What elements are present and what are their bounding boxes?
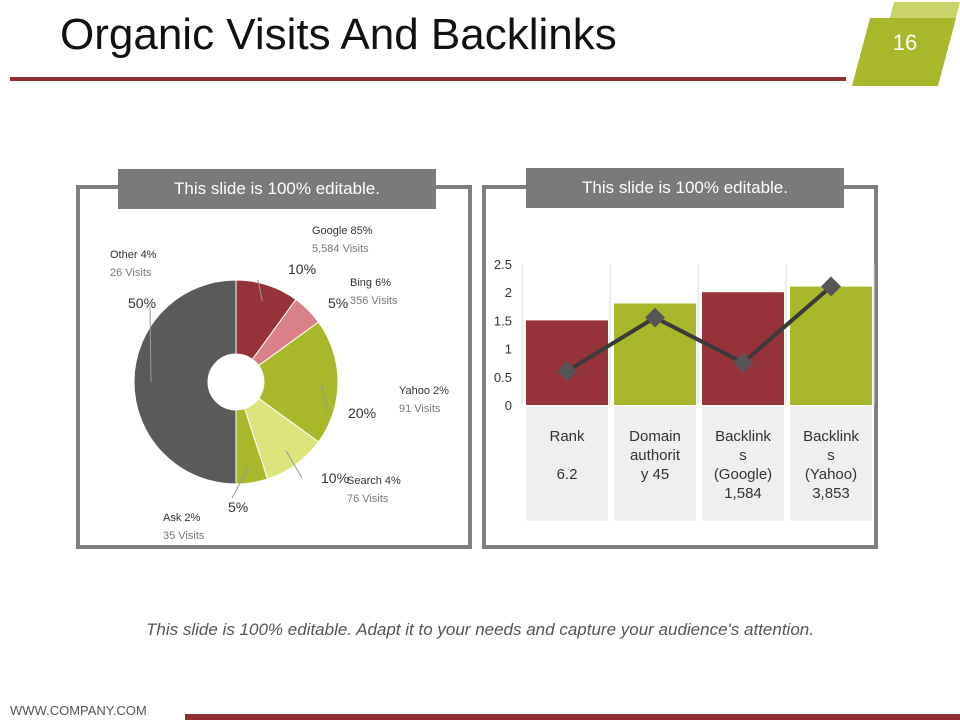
pie-slice-name: Google 85% (312, 225, 373, 237)
bar-ytick-label: 0.5 (494, 370, 512, 385)
pie-leader-line (295, 309, 307, 323)
pie-leader-line (320, 381, 329, 413)
pie-pct-label: 10% (288, 261, 316, 277)
category-label-line: 1,584 (724, 485, 762, 502)
pie-slice-visits: 5,584 Visits (312, 243, 369, 255)
pie-leader-line (231, 465, 250, 499)
pie-slice-visits: 356 Visits (350, 295, 398, 307)
bar-ytick-label: 1 (505, 342, 512, 357)
pie-leader-line (149, 305, 152, 383)
pie-pct-label: 5% (328, 295, 348, 311)
line-point (821, 276, 841, 297)
category-box (702, 407, 784, 521)
pie-pct-label: 50% (128, 295, 156, 311)
line-point (733, 352, 753, 373)
pie-pct-label: 20% (348, 405, 376, 421)
pie-pct-label: 10% (321, 470, 349, 486)
pie-slice-visits: 35 Visits (163, 530, 205, 542)
category-label-line: Backlink (715, 428, 771, 445)
category-label-line: (Google) (714, 466, 772, 483)
bar-ytick-label: 0 (505, 398, 512, 413)
category-box (790, 407, 872, 521)
category-label-line: 3,853 (812, 485, 850, 502)
left-banner: This slide is 100% editable. (118, 169, 436, 209)
line-point (645, 307, 665, 328)
category-label-line: (Yahoo) (805, 466, 857, 483)
category-label-line: y 45 (641, 466, 669, 483)
pie-slice (257, 321, 339, 443)
category-label-line: 6.2 (557, 466, 578, 483)
category-label-line: Rank (549, 428, 585, 445)
pie-slice-name: Bing 6% (350, 277, 391, 289)
bar (790, 286, 872, 405)
line-point (557, 361, 577, 382)
slide-title: Organic Visits And Backlinks (60, 10, 617, 59)
pie-slice-visits: 91 Visits (399, 403, 441, 415)
footer-url: WWW.COMPANY.COM (10, 703, 147, 718)
category-box (614, 407, 696, 521)
category-label-line: Domain (629, 428, 681, 445)
bar-ytick-label: 1.5 (494, 313, 512, 328)
footer-rule (185, 714, 960, 720)
pie-slice-name: Ask 2% (163, 512, 201, 524)
pie-leader-line (257, 279, 263, 302)
pie-slice (133, 279, 237, 485)
right-banner: This slide is 100% editable. (526, 168, 844, 208)
pie-slice-name: Search 4% (347, 475, 401, 487)
category-label-line: s (739, 447, 747, 464)
title-underline (10, 77, 846, 81)
category-label-line: Backlink (803, 428, 859, 445)
pie-slice-visits: 26 Visits (110, 267, 152, 279)
pie-slice-visits: 76 Visits (347, 493, 389, 505)
pie-pct-label: 5% (228, 499, 248, 515)
page-badge-front (852, 18, 956, 86)
category-label-line: s (827, 447, 835, 464)
pie-slice-name: Other 4% (110, 249, 157, 261)
category-label-line: authorit (630, 447, 681, 464)
bar-ytick-label: 2.5 (494, 257, 512, 272)
bar-ytick-label: 2 (505, 285, 512, 300)
page-badge (852, 2, 960, 86)
footer-note: This slide is 100% editable. Adapt it to… (146, 620, 814, 639)
category-box (526, 407, 608, 521)
pie-leader-line (285, 450, 303, 479)
line-series (565, 285, 833, 373)
pie-slice-name: Yahoo 2% (399, 385, 449, 397)
page-number: 16 (892, 30, 918, 55)
